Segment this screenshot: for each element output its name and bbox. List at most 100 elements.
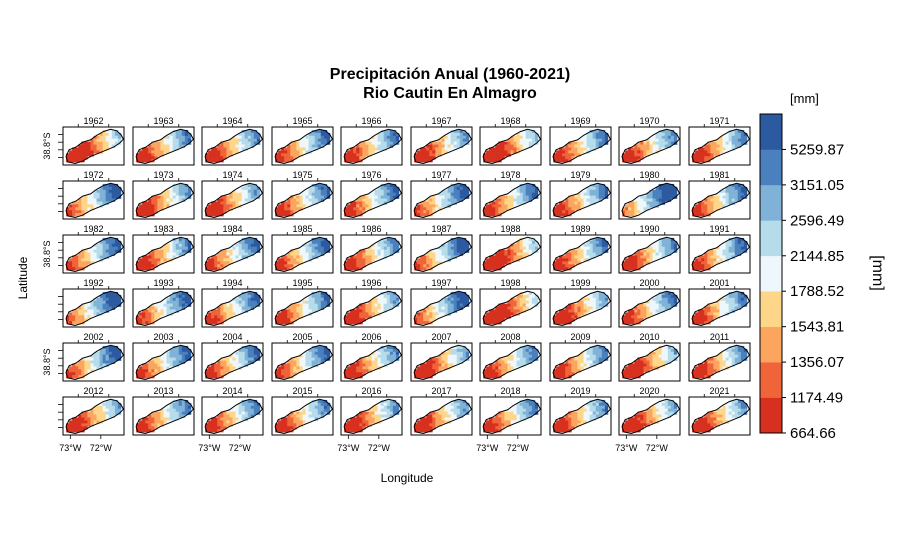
panel-raster <box>553 183 609 217</box>
panel-1969: 1969 <box>549 116 612 166</box>
panel-1978: 1978 <box>479 170 542 220</box>
panel-label: 1988 <box>500 224 520 234</box>
panel-label: 1977 <box>431 170 451 180</box>
panel-label: 1990 <box>639 224 659 234</box>
basin-outline <box>413 128 473 165</box>
panel-2005: 2005 <box>271 332 334 382</box>
panel-label: 1980 <box>639 170 659 180</box>
panel-label: 1971 <box>709 116 729 126</box>
chart-title-line2: Rio Cautin En Almagro <box>363 85 537 102</box>
panel-1973: 1973 <box>132 170 195 220</box>
basin-outline <box>65 182 125 219</box>
panel-raster <box>553 129 609 163</box>
basin-outline <box>343 236 403 273</box>
legend-unit-top: [mm] <box>790 91 819 106</box>
panel-raster <box>275 399 331 433</box>
basin-outline <box>691 128 751 165</box>
basin-outline <box>413 182 473 219</box>
panel-label: 2013 <box>153 386 173 396</box>
basin-outline <box>482 290 542 327</box>
panel-raster <box>205 183 261 217</box>
legend-swatch <box>760 291 782 327</box>
panel-raster <box>275 183 331 217</box>
panel-2018: 2018 <box>479 386 542 436</box>
panel-label: 2010 <box>639 332 659 342</box>
panel-label: 1981 <box>709 170 729 180</box>
legend-swatch <box>760 220 782 257</box>
basin-outline <box>343 182 403 219</box>
panel-raster <box>136 129 192 163</box>
panel-raster <box>344 345 400 379</box>
panel-raster <box>414 399 470 433</box>
basin-outline <box>343 398 403 435</box>
panel-label: 1999 <box>570 278 590 288</box>
panel-raster <box>205 237 261 271</box>
panel-label: 1967 <box>431 116 451 126</box>
basin-outline <box>482 398 542 435</box>
panel-2003: 2003 <box>132 332 195 382</box>
legend-break-label: 3151.05 <box>790 177 844 194</box>
panel-label: 1995 <box>292 278 312 288</box>
panel-label: 1983 <box>153 224 173 234</box>
panel-raster <box>483 291 539 325</box>
panel-2007: 2007 <box>410 332 473 382</box>
panel-raster <box>275 291 331 325</box>
basin-outline <box>343 344 403 381</box>
panel-1972: 1972 <box>62 170 125 220</box>
panel-label: 1963 <box>153 116 173 126</box>
panel-label: 2012 <box>83 386 103 396</box>
basin-outline <box>343 128 403 165</box>
legend-swatch <box>760 184 782 221</box>
panel-label: 2002 <box>83 332 103 342</box>
panel-2008: 2008 <box>479 332 542 382</box>
basin-outline <box>621 182 681 219</box>
y-tick-label: 38.8°S <box>42 348 52 375</box>
legend-break-label: 664.66 <box>790 425 836 442</box>
basin-outline <box>135 290 195 327</box>
panel-label: 2001 <box>709 278 729 288</box>
panel-raster <box>553 399 609 433</box>
legend-swatch <box>760 114 782 150</box>
panel-raster <box>483 237 539 271</box>
basin-outline <box>274 236 334 273</box>
panel-1982: 1982 <box>62 224 125 274</box>
panel-2011: 2011 <box>688 332 751 382</box>
panel-label: 1994 <box>222 278 242 288</box>
panel-1994: 1994 <box>201 278 264 328</box>
panel-raster <box>483 399 539 433</box>
x-tick-label: 72°W <box>646 443 669 453</box>
basin-outline <box>135 128 195 165</box>
panel-2006: 2006 <box>340 332 403 382</box>
basin-outline <box>621 128 681 165</box>
legend-swatch <box>760 326 782 363</box>
panel-label: 1996 <box>361 278 381 288</box>
panel-raster <box>414 291 470 325</box>
panel-label: 1992 <box>83 278 103 288</box>
x-tick-label: 73°W <box>615 443 638 453</box>
panel-2002: 2002 <box>62 332 125 382</box>
panel-raster <box>622 291 678 325</box>
panel-1966: 1966 <box>340 116 403 166</box>
panel-1998: 1998 <box>479 278 542 328</box>
panel-raster <box>414 183 470 217</box>
panel-raster <box>66 129 122 163</box>
basin-outline <box>135 344 195 381</box>
basin-outline <box>135 398 195 435</box>
panel-raster <box>553 237 609 271</box>
panel-2004: 2004 <box>201 332 264 382</box>
panel-raster <box>66 291 122 325</box>
panel-raster <box>344 183 400 217</box>
panel-1999: 1999 <box>549 278 612 328</box>
panel-label: 1982 <box>83 224 103 234</box>
panel-label: 1991 <box>709 224 729 234</box>
panel-label: 2000 <box>639 278 659 288</box>
basin-outline <box>274 344 334 381</box>
panel-2010: 2010 <box>618 332 681 382</box>
legend-swatch <box>760 149 782 186</box>
panel-1967: 1967 <box>410 116 473 166</box>
panel-1987: 1987 <box>410 224 473 274</box>
panel-raster <box>692 345 748 379</box>
panel-raster <box>66 237 122 271</box>
panel-1985: 1985 <box>271 224 334 274</box>
